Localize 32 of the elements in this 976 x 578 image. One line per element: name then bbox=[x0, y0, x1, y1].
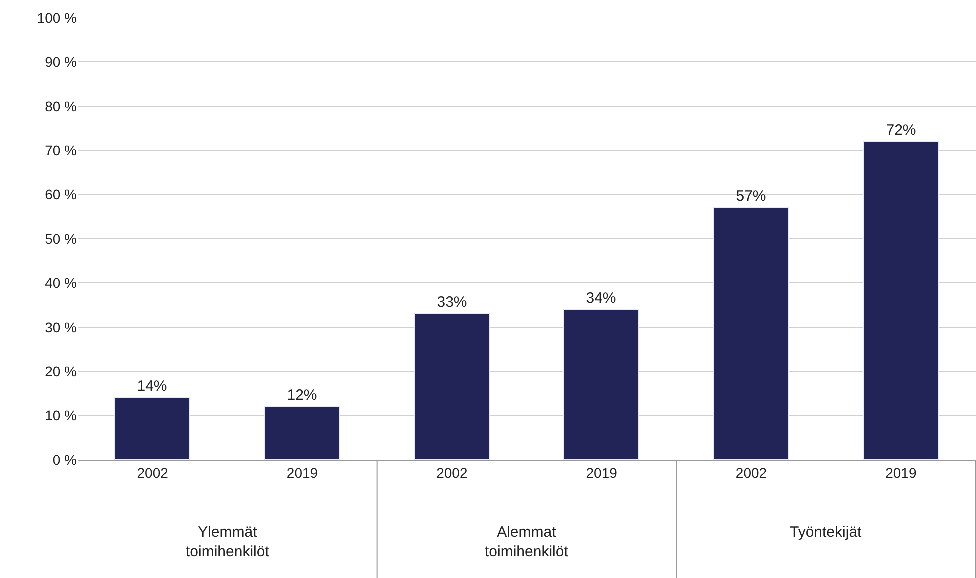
y-tick-label: 10 % bbox=[45, 408, 77, 424]
x-tick-label: 2019 bbox=[286, 464, 318, 481]
x-tick-label: 2002 bbox=[736, 464, 768, 481]
data-label: 72% bbox=[886, 122, 916, 139]
bar bbox=[714, 208, 789, 460]
text: Työntekijät bbox=[790, 524, 863, 541]
data-label: 12% bbox=[287, 386, 318, 404]
y-tick-label: 0 % bbox=[52, 452, 77, 468]
bar bbox=[114, 398, 190, 460]
text: Alemmat toimihenkilöt bbox=[485, 524, 570, 560]
y-tick-label: 30 % bbox=[45, 319, 77, 336]
y-tick-label: 90 % bbox=[45, 54, 77, 70]
y-tick-label: 40 % bbox=[45, 275, 77, 292]
bar bbox=[264, 406, 340, 460]
y-tick-label: 70 % bbox=[45, 142, 77, 158]
data-label: 34% bbox=[586, 290, 616, 307]
y-tick-label: 50 % bbox=[45, 230, 77, 247]
data-label: 57% bbox=[736, 188, 766, 205]
x-tick-label: 2002 bbox=[436, 464, 468, 481]
data-label: 33% bbox=[437, 294, 468, 311]
bar bbox=[564, 310, 639, 460]
data-label: 14% bbox=[137, 378, 168, 395]
bar bbox=[864, 142, 939, 460]
y-tick-label: 60 % bbox=[45, 186, 77, 203]
y-tick-label: 100 % bbox=[37, 10, 77, 26]
x-tick-label: 2002 bbox=[137, 464, 169, 481]
x-tick-label: 2019 bbox=[886, 464, 917, 481]
y-tick-label: 20 % bbox=[45, 364, 77, 380]
x-tick-label: 2019 bbox=[586, 464, 618, 481]
y-tick-label: 80 % bbox=[45, 98, 77, 114]
bar bbox=[414, 314, 490, 460]
text: Ylemmät toimihenkilöt bbox=[186, 524, 270, 560]
